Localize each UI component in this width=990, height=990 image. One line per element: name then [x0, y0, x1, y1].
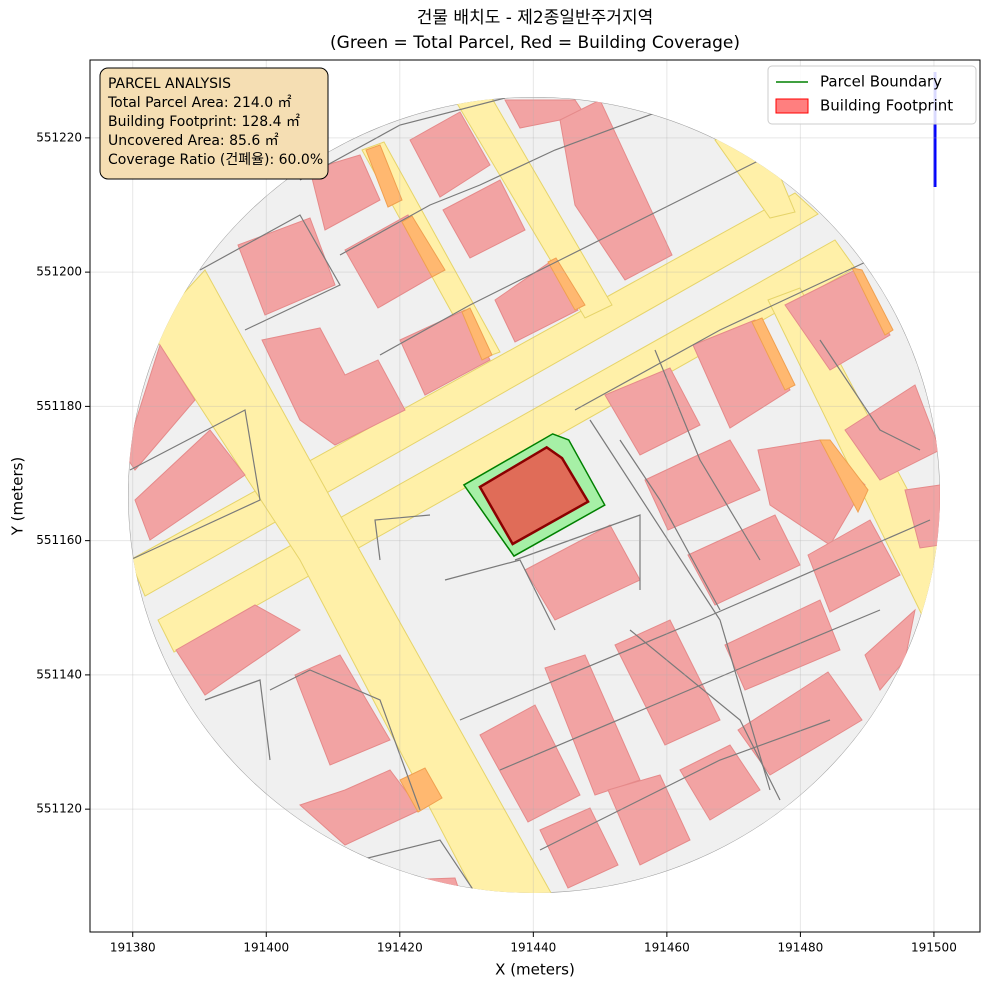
- legend-label: Parcel Boundary: [820, 73, 942, 91]
- roads: [129, 97, 940, 893]
- y-axis-label: Y (meters): [9, 457, 27, 537]
- road-overlaps: [365, 144, 894, 813]
- legend-swatch: [775, 98, 809, 114]
- y-tick-label: 551140: [36, 667, 82, 681]
- x-tick-label: 191460: [644, 941, 690, 955]
- legend-label: Building Footprint: [820, 97, 953, 115]
- legend-frame: [767, 65, 977, 125]
- annotation-line: Uncovered Area: 85.6 ㎡: [108, 133, 279, 149]
- site-map: [128, 97, 940, 893]
- annotation-line: PARCEL ANALYSIS: [108, 76, 231, 92]
- legend: Parcel Boundary Building Footprint: [767, 65, 977, 125]
- x-tick-label: 191440: [510, 941, 556, 955]
- building-polygon: [478, 445, 590, 546]
- parcel-lines: [129, 97, 931, 893]
- chart-subtitle: (Green = Total Parcel, Red = Building Co…: [330, 33, 740, 53]
- buildings: [128, 99, 940, 893]
- annotation-line: Coverage Ratio (건폐율): 60.0%: [108, 152, 323, 168]
- y-tick-label: 551120: [36, 802, 82, 816]
- chart-title: 건물 배치도 - 제2종일반주거지역: [417, 8, 653, 28]
- y-tick-label: 551160: [36, 533, 82, 547]
- x-axis-label: X (meters): [495, 961, 575, 979]
- annotation-line: Building Footprint: 128.4 ㎡: [108, 114, 300, 130]
- annotation-line: Total Parcel Area: 214.0 ㎡: [107, 95, 292, 111]
- plot-frame: [89, 59, 981, 933]
- x-tick-label: 191420: [377, 941, 423, 955]
- x-tick-label: 191480: [777, 941, 823, 955]
- x-tick-label: 191500: [911, 941, 957, 955]
- y-tick-label: 551180: [36, 399, 82, 413]
- y-tick-label: 551200: [36, 265, 82, 279]
- y-tick-label: 551220: [36, 130, 82, 144]
- annotation-frame: [99, 67, 329, 180]
- x-tick-label: 191380: [110, 941, 156, 955]
- x-tick-label: 191400: [243, 941, 289, 955]
- annotation-box: PARCEL ANALYSIS Total Parcel Area: 214.0…: [99, 67, 329, 180]
